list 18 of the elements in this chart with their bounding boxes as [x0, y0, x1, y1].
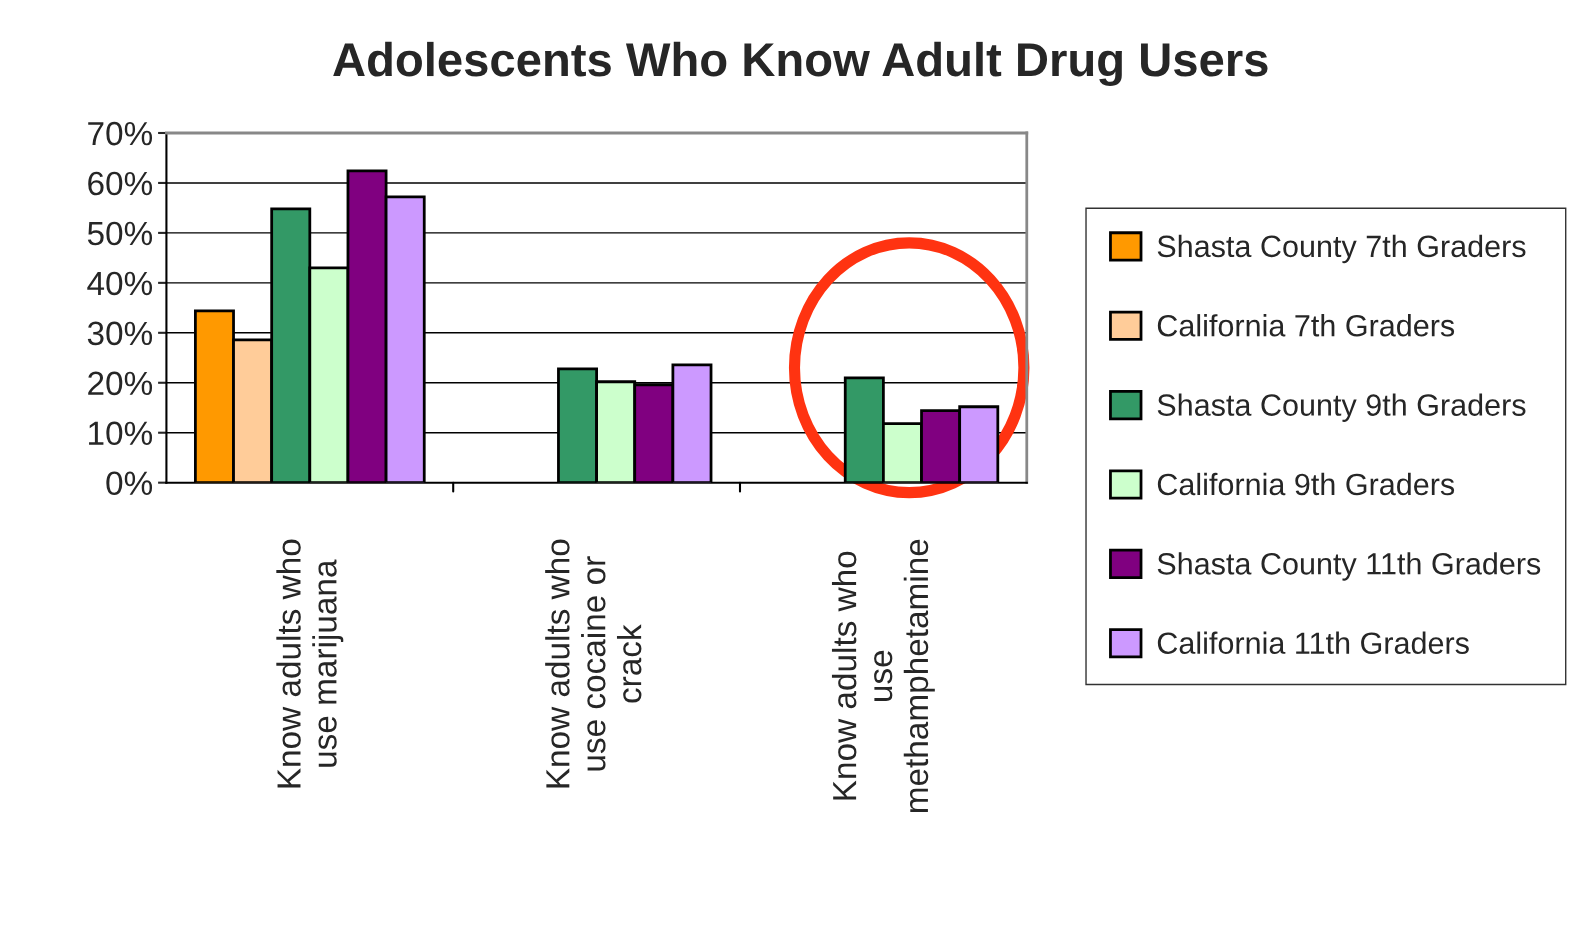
y-tick-label: 40% — [87, 271, 153, 296]
x-tick-label: Know adults who use marijuana — [276, 539, 344, 788]
y-tick-label: 0% — [106, 471, 153, 496]
chart-title: Adolescents Who Know Adult Drug Users — [333, 41, 1268, 87]
y-tick-label: 10% — [89, 421, 153, 446]
y-tick-label: 30% — [87, 321, 153, 346]
legend-label: California 11th Graders — [1157, 631, 1469, 655]
x-tick-label: Know adults who use cocaine or crack — [545, 539, 642, 788]
y-tick-label: 60% — [88, 171, 153, 196]
y-tick-label: 20% — [88, 371, 153, 396]
legend-label: California 7th Graders — [1157, 314, 1455, 337]
legend-label: Shasta County 7th Graders — [1157, 234, 1526, 264]
legend-label: Shasta County 9th Graders — [1157, 393, 1526, 422]
y-tick-label: 50% — [87, 221, 153, 246]
y-tick-label: 70% — [88, 121, 153, 146]
legend-label: Shasta County 11th Graders — [1157, 552, 1541, 581]
x-tick-label: Know adults who use methamphetamine — [831, 539, 935, 813]
legend-label: California 9th Graders — [1157, 472, 1455, 496]
